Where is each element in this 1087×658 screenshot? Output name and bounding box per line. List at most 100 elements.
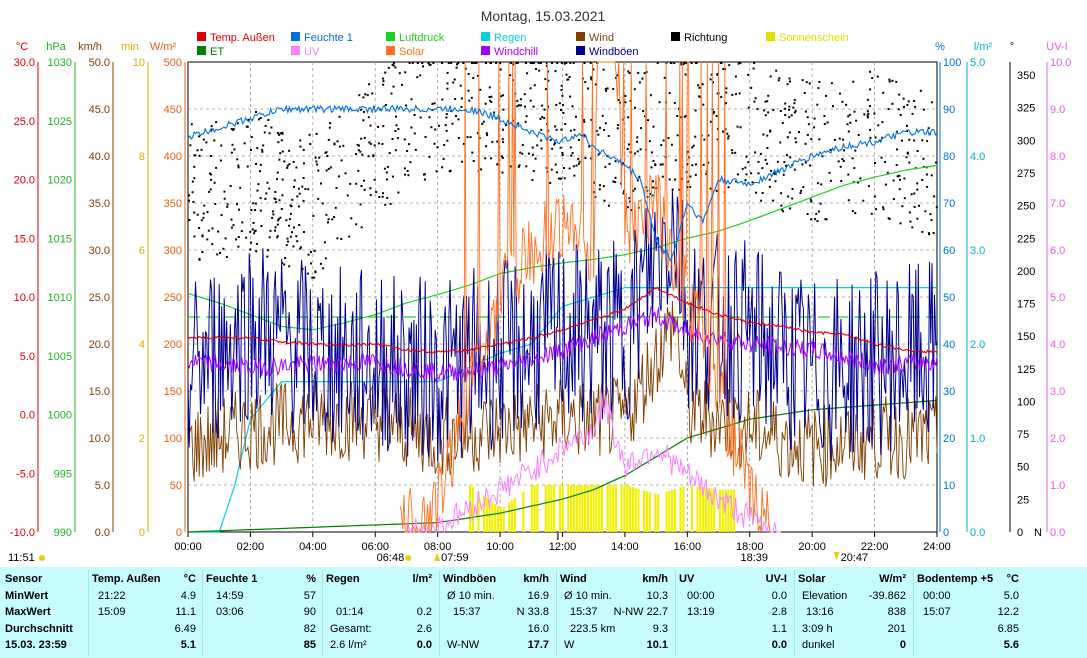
richtung-point bbox=[299, 145, 302, 148]
richtung-point bbox=[780, 204, 783, 207]
richtung-point bbox=[369, 124, 372, 127]
axis-tick-pct: 70 bbox=[943, 198, 955, 210]
richtung-point bbox=[286, 164, 289, 167]
richtung-point bbox=[560, 62, 563, 64]
richtung-point bbox=[895, 80, 898, 83]
richtung-point bbox=[583, 120, 586, 123]
legend-label: Solar bbox=[399, 46, 425, 58]
richtung-point bbox=[815, 212, 818, 215]
richtung-point bbox=[299, 139, 302, 142]
richtung-point bbox=[560, 89, 563, 91]
richtung-point bbox=[550, 168, 553, 171]
richtung-point bbox=[485, 132, 488, 135]
richtung-point bbox=[612, 180, 615, 183]
richtung-point bbox=[662, 139, 665, 142]
gust-current-value: 17.7 bbox=[527, 639, 549, 651]
axis-tick-lm2: 4.0 bbox=[970, 151, 985, 163]
axis-tick-pct: 60 bbox=[943, 245, 955, 257]
richtung-point bbox=[703, 138, 706, 141]
wind-max-time: 15:37 bbox=[570, 606, 598, 618]
richtung-point bbox=[668, 92, 671, 95]
sonnenschein-bar bbox=[645, 491, 648, 532]
richtung-point bbox=[210, 173, 213, 176]
richtung-point bbox=[377, 142, 380, 145]
richtung-point bbox=[398, 72, 401, 75]
richtung-point bbox=[901, 205, 904, 208]
richtung-point bbox=[687, 150, 690, 153]
richtung-point bbox=[336, 140, 339, 143]
sonnenschein-bar bbox=[609, 485, 612, 532]
sonnenschein-bar bbox=[690, 485, 693, 532]
richtung-point bbox=[919, 89, 922, 92]
richtung-point bbox=[647, 119, 649, 122]
richtung-point bbox=[710, 73, 713, 76]
richtung-point bbox=[604, 122, 607, 125]
richtung-point bbox=[427, 62, 430, 64]
richtung-point bbox=[697, 84, 700, 87]
richtung-point bbox=[460, 106, 463, 108]
richtung-point bbox=[764, 100, 767, 103]
richtung-point bbox=[866, 114, 869, 117]
richtung-point bbox=[752, 67, 755, 70]
solar-header: Solar bbox=[798, 573, 826, 585]
richtung-point bbox=[422, 65, 424, 68]
axis-tick-kmh: 0.0 bbox=[95, 527, 110, 539]
series-regen bbox=[188, 287, 937, 533]
richtung-point bbox=[764, 114, 767, 117]
axis-tick-lm2: 5.0 bbox=[970, 57, 985, 69]
richtung-point bbox=[385, 171, 388, 174]
richtung-point bbox=[230, 218, 233, 221]
axis-tick-deg: 150 bbox=[1017, 331, 1035, 343]
richtung-point bbox=[747, 73, 750, 76]
richtung-point bbox=[804, 110, 807, 113]
richtung-point bbox=[414, 148, 417, 151]
richtung-point bbox=[210, 125, 213, 128]
richtung-point bbox=[903, 197, 906, 200]
richtung-point bbox=[190, 123, 193, 126]
durchschnitt-label: Durchschnitt bbox=[5, 622, 73, 635]
richtung-point bbox=[333, 143, 336, 146]
richtung-point bbox=[754, 97, 757, 100]
axis-tick-wm2: 0 bbox=[176, 527, 182, 539]
richtung-point bbox=[562, 167, 565, 169]
richtung-point bbox=[888, 78, 891, 81]
richtung-point bbox=[670, 62, 673, 64]
legend-swatch bbox=[386, 46, 395, 55]
richtung-point bbox=[911, 226, 914, 229]
richtung-point bbox=[202, 216, 205, 219]
richtung-point bbox=[556, 171, 558, 174]
richtung-point bbox=[293, 226, 295, 229]
richtung-point bbox=[854, 212, 857, 215]
richtung-point bbox=[337, 175, 340, 178]
richtung-point bbox=[292, 161, 295, 163]
richtung-point bbox=[755, 191, 758, 194]
richtung-point bbox=[384, 203, 387, 206]
richtung-point bbox=[485, 62, 487, 64]
richtung-point bbox=[512, 63, 515, 66]
richtung-point bbox=[847, 199, 850, 202]
richtung-point bbox=[561, 154, 564, 156]
richtung-point bbox=[235, 238, 238, 241]
richtung-point bbox=[933, 195, 936, 198]
axis-unit-kmh: km/h bbox=[78, 41, 102, 53]
axis-tick-hpa: 1010 bbox=[48, 292, 72, 304]
richtung-point bbox=[869, 70, 871, 73]
richtung-point bbox=[650, 166, 653, 169]
richtung-point bbox=[916, 188, 919, 191]
richtung-point bbox=[363, 110, 365, 113]
richtung-point bbox=[211, 227, 214, 230]
richtung-point bbox=[416, 62, 419, 64]
richtung-point bbox=[824, 218, 827, 221]
axis-tick-min: 4 bbox=[139, 339, 145, 351]
sonnenschein-bar bbox=[550, 485, 553, 532]
richtung-point bbox=[268, 236, 271, 239]
richtung-point bbox=[881, 121, 884, 124]
axis-tick-pct: 100 bbox=[943, 57, 961, 69]
axis-tick-wm2: 100 bbox=[164, 433, 182, 445]
richtung-point bbox=[725, 87, 728, 90]
axis-tick-hpa: 995 bbox=[54, 468, 72, 480]
richtung-point bbox=[392, 64, 395, 67]
richtung-point bbox=[637, 71, 640, 74]
richtung-point bbox=[882, 206, 885, 209]
richtung-point bbox=[562, 112, 565, 114]
